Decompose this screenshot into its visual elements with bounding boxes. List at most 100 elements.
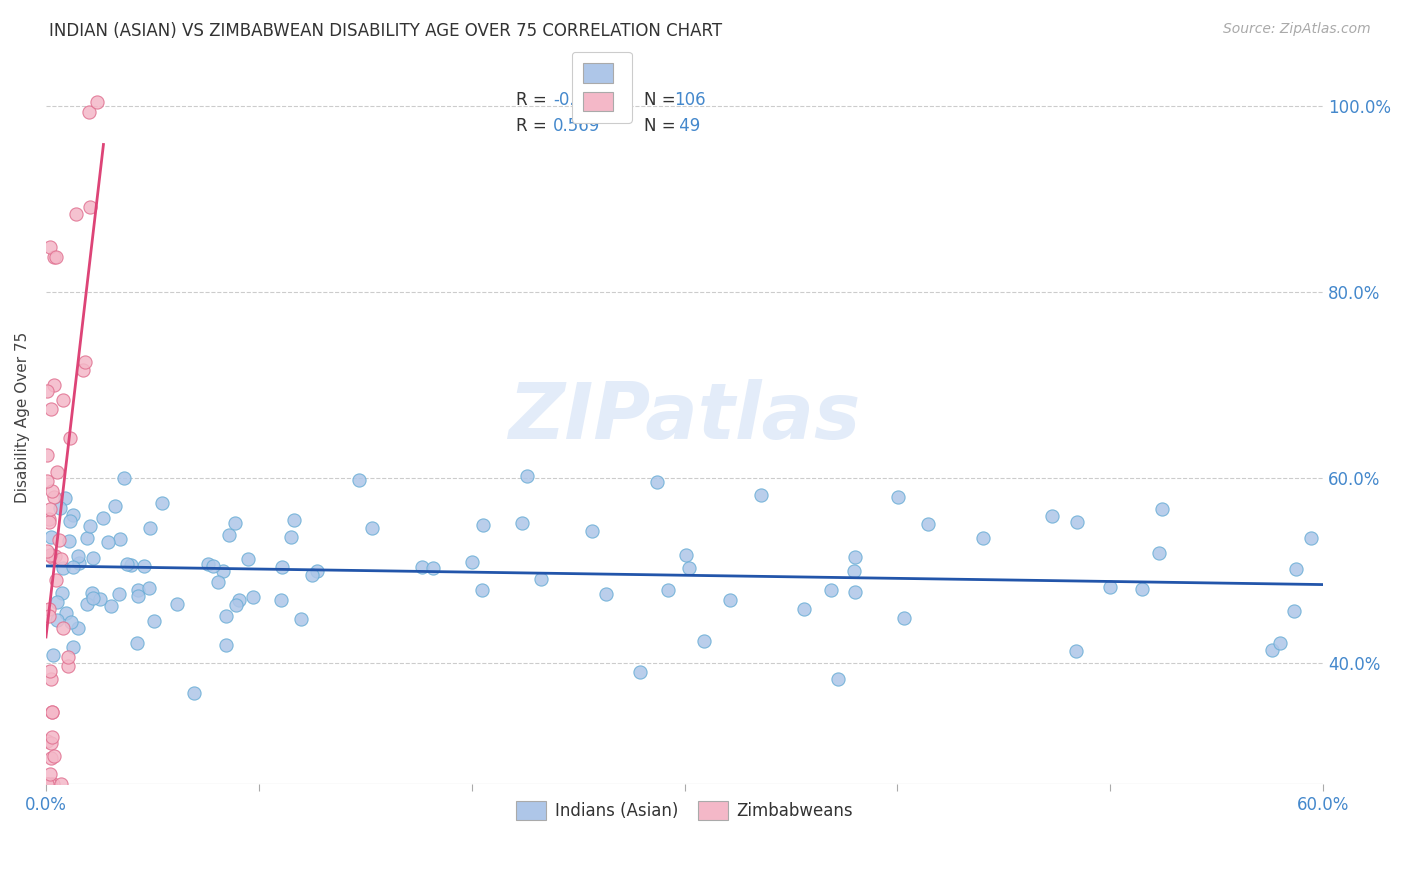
Point	[1270, 636, 1292, 650]
Point	[112, 470, 135, 484]
Point	[41, 483, 63, 498]
Point	[51, 777, 73, 791]
Point	[581, 524, 603, 538]
Point	[139, 521, 162, 535]
Point	[41, 548, 63, 562]
Point	[125, 636, 148, 650]
Point	[893, 611, 915, 625]
Point	[360, 521, 382, 535]
Text: INDIAN (ASIAN) VS ZIMBABWEAN DISABILITY AGE OVER 75 CORRELATION CHART: INDIAN (ASIAN) VS ZIMBABWEAN DISABILITY …	[49, 22, 723, 40]
Point	[44, 549, 66, 564]
Point	[52, 621, 75, 635]
Point	[82, 550, 104, 565]
Point	[59, 514, 82, 528]
Point	[35, 777, 58, 791]
Point	[77, 105, 100, 120]
Point	[38, 777, 60, 791]
Point	[115, 557, 138, 571]
Point	[46, 613, 69, 627]
Point	[270, 592, 292, 607]
Text: ZIPatlas: ZIPatlas	[509, 379, 860, 455]
Point	[1066, 644, 1088, 658]
Point	[1066, 515, 1088, 529]
Point	[52, 392, 75, 407]
Point	[56, 659, 79, 673]
Point	[211, 564, 233, 578]
Point	[675, 548, 697, 562]
Point	[718, 592, 741, 607]
Point	[76, 597, 98, 611]
Point	[290, 612, 312, 626]
Point	[93, 511, 115, 525]
Point	[35, 384, 58, 398]
Point	[844, 585, 866, 599]
Point	[214, 638, 236, 652]
Point	[793, 601, 815, 615]
Point	[82, 591, 104, 606]
Point	[44, 748, 66, 763]
Point	[215, 608, 238, 623]
Point	[39, 736, 62, 750]
Point	[51, 552, 73, 566]
Point	[46, 595, 69, 609]
Point	[62, 560, 84, 574]
Point	[242, 590, 264, 604]
Point	[422, 561, 444, 575]
Point	[41, 731, 63, 745]
Point	[207, 575, 229, 590]
Point	[842, 564, 865, 578]
Point	[749, 488, 772, 502]
Point	[53, 491, 76, 505]
Point	[127, 589, 149, 603]
Point	[225, 598, 247, 612]
Point	[917, 517, 939, 532]
Point	[1285, 562, 1308, 576]
Point	[67, 549, 90, 564]
Point	[1299, 531, 1322, 545]
Text: 106: 106	[675, 91, 706, 109]
Point	[628, 665, 651, 680]
Point	[197, 557, 219, 571]
Point	[62, 508, 84, 523]
Text: -0.118: -0.118	[553, 91, 606, 109]
Point	[461, 555, 484, 569]
Point	[76, 531, 98, 545]
Point	[41, 705, 63, 719]
Point	[224, 516, 246, 530]
Point	[41, 648, 63, 662]
Point	[516, 469, 538, 483]
Point	[530, 572, 553, 586]
Point	[471, 582, 494, 597]
Point	[45, 465, 67, 479]
Point	[39, 750, 62, 764]
Point	[67, 556, 90, 570]
Point	[411, 560, 433, 574]
Point	[270, 560, 292, 574]
Point	[73, 354, 96, 368]
Point	[107, 586, 129, 600]
Point	[236, 551, 259, 566]
Point	[67, 621, 90, 635]
Point	[41, 530, 63, 544]
Point	[1098, 580, 1121, 594]
Text: R =: R =	[516, 91, 553, 109]
Point	[37, 448, 59, 462]
Point	[108, 532, 131, 546]
Point	[41, 549, 63, 564]
Point	[349, 473, 371, 487]
Point	[72, 363, 94, 377]
Point	[820, 582, 842, 597]
Point	[49, 501, 72, 516]
Point	[59, 615, 82, 630]
Text: 49: 49	[675, 117, 700, 136]
Point	[44, 250, 66, 264]
Point	[86, 95, 108, 109]
Point	[512, 516, 534, 530]
Point	[1284, 604, 1306, 618]
Point	[1040, 508, 1063, 523]
Point	[39, 548, 62, 562]
Point	[79, 200, 101, 214]
Point	[48, 533, 70, 547]
Point	[1261, 643, 1284, 657]
Y-axis label: Disability Age Over 75: Disability Age Over 75	[15, 332, 30, 503]
